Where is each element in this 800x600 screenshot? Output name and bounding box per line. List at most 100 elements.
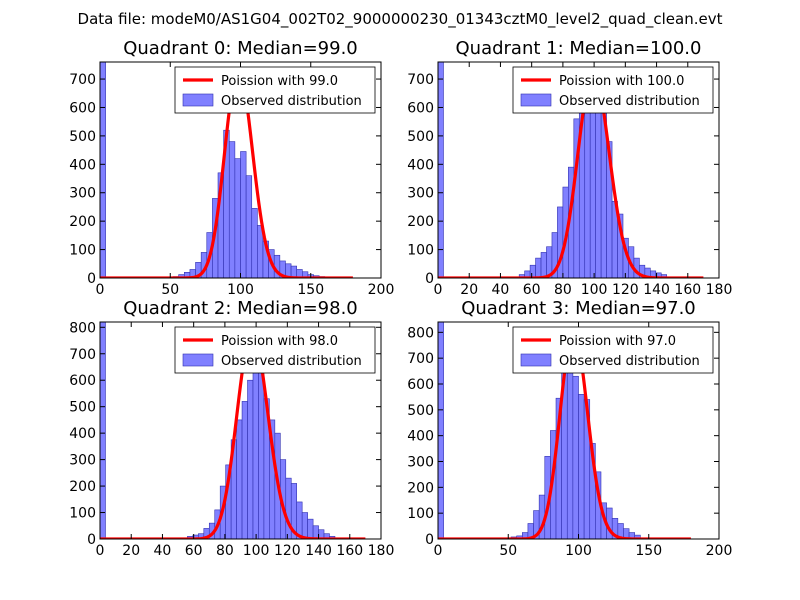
legend-curve-label: Poission with 99.0 bbox=[221, 74, 338, 89]
legend-bar-label: Observed distribution bbox=[221, 94, 362, 109]
histogram-bar bbox=[100, 62, 106, 278]
x-tick-label: 180 bbox=[368, 543, 395, 559]
axes-frame bbox=[437, 61, 720, 279]
y-tick-label: 500 bbox=[69, 400, 96, 416]
x-tick-label: 50 bbox=[161, 282, 179, 298]
y-tick-label: 100 bbox=[69, 506, 96, 522]
y-tick-label: 100 bbox=[407, 506, 434, 522]
legend-bar-swatch bbox=[182, 93, 214, 107]
x-tick-label: 0 bbox=[434, 543, 443, 559]
histogram-bar bbox=[529, 264, 536, 278]
x-tick-label: 150 bbox=[635, 543, 662, 559]
y-tick-label: 200 bbox=[407, 480, 434, 496]
y-tick-label: 700 bbox=[69, 72, 96, 88]
y-tick-label: 600 bbox=[407, 100, 434, 116]
subplot-0: 0 50 100 150 200 0 100 200 300 400 500 600 700 Quadra… bbox=[69, 38, 394, 298]
y-tick-label: 300 bbox=[407, 455, 434, 471]
y-tick-label: 300 bbox=[69, 453, 96, 469]
histogram-bar bbox=[240, 151, 247, 278]
y-tick-label: 700 bbox=[69, 347, 96, 363]
histogram-bar bbox=[535, 257, 542, 278]
histogram-bars bbox=[100, 322, 336, 539]
histogram-bar bbox=[251, 208, 258, 278]
legend: Poission with 97.0 Observed distribution bbox=[512, 326, 714, 374]
histogram-bar bbox=[228, 141, 236, 278]
legend-bar-swatch bbox=[182, 353, 214, 367]
y-tick-label: 0 bbox=[425, 532, 434, 548]
x-tick-label: 150 bbox=[297, 282, 324, 298]
y-tick-label: 600 bbox=[407, 377, 434, 393]
x-tick-label: 200 bbox=[368, 282, 395, 298]
y-tick-label: 200 bbox=[407, 214, 434, 230]
subplot-3: 0 50 100 150 200 0 100 200 300 400 500 600 700 800 Qua… bbox=[407, 298, 732, 559]
histogram-bar bbox=[438, 62, 444, 278]
histogram-bars bbox=[100, 62, 326, 278]
subplot-title: Quadrant 3: Median=97.0 bbox=[461, 298, 696, 319]
y-tick-label: 0 bbox=[87, 532, 96, 548]
histogram-bar bbox=[234, 158, 241, 278]
x-tick-label: 40 bbox=[154, 543, 172, 559]
y-tick-label: 400 bbox=[407, 157, 434, 173]
histogram-bar bbox=[245, 175, 253, 278]
histogram-bar bbox=[438, 322, 444, 539]
subplot-1: 0 20 40 60 80 100 120 140 160 1800100200300400500… bbox=[407, 38, 732, 298]
subplot-title: Quadrant 2: Median=98.0 bbox=[123, 298, 358, 319]
y-tick-label: 800 bbox=[69, 320, 96, 336]
x-tick-label: 160 bbox=[336, 543, 363, 559]
legend: Poission with 99.0 Observed distribution bbox=[174, 66, 376, 114]
legend-curve-label: Poission with 97.0 bbox=[559, 334, 676, 349]
histogram-bar bbox=[285, 477, 292, 539]
x-tick-label: 80 bbox=[554, 282, 572, 298]
histogram-bar bbox=[236, 419, 243, 539]
y-tick-label: 700 bbox=[407, 72, 434, 88]
x-tick-label: 60 bbox=[185, 543, 203, 559]
histogram-bar bbox=[252, 369, 259, 539]
legend: Poission with 98.0 Observed distribution bbox=[174, 326, 376, 374]
histogram-bar bbox=[312, 525, 319, 539]
subplot-title: Quadrant 0: Median=99.0 bbox=[123, 38, 358, 59]
histogram-bar bbox=[241, 401, 248, 539]
x-tick-label: 20 bbox=[460, 282, 478, 298]
histogram-bar bbox=[595, 101, 602, 278]
legend-bar-label: Observed distribution bbox=[559, 354, 700, 369]
y-tick-label: 600 bbox=[69, 373, 96, 389]
x-tick-label: 0 bbox=[434, 282, 443, 298]
poisson-curve bbox=[100, 68, 354, 278]
y-tick-label: 100 bbox=[69, 243, 96, 259]
x-tick-label: 100 bbox=[581, 282, 608, 298]
y-tick-label: 100 bbox=[407, 243, 434, 259]
subplot-grid: 0 50 100 150 2000100200300400500600700Quadra… bbox=[69, 38, 732, 559]
legend-bar-label: Observed distribution bbox=[559, 94, 700, 109]
x-tick-label: 100 bbox=[227, 282, 254, 298]
legend-bar-swatch bbox=[520, 353, 552, 367]
histogram-bar bbox=[572, 375, 579, 539]
x-tick-label: 140 bbox=[643, 282, 670, 298]
x-tick-label: 100 bbox=[243, 543, 270, 559]
legend-bar-swatch bbox=[520, 93, 552, 107]
x-tick-label: 60 bbox=[523, 282, 541, 298]
x-tick-label: 20 bbox=[122, 543, 140, 559]
y-tick-label: 300 bbox=[407, 186, 434, 202]
x-tick-label: 140 bbox=[305, 543, 332, 559]
y-tick-label: 200 bbox=[69, 479, 96, 495]
x-tick-label: 80 bbox=[216, 543, 234, 559]
histogram-bar bbox=[660, 274, 668, 278]
y-tick-label: 500 bbox=[69, 129, 96, 145]
y-tick-label: 400 bbox=[407, 429, 434, 445]
y-tick-label: 700 bbox=[407, 351, 434, 367]
legend-curve-label: Poission with 100.0 bbox=[559, 74, 684, 89]
figure-title: Data file: modeM0/AS1G04_002T02_90000002… bbox=[78, 10, 723, 29]
subplot-title: Quadrant 1: Median=100.0 bbox=[456, 38, 702, 59]
y-tick-label: 0 bbox=[87, 271, 96, 287]
histogram-bar bbox=[247, 379, 254, 539]
x-tick-label: 160 bbox=[674, 282, 701, 298]
x-tick-label: 180 bbox=[706, 282, 733, 298]
y-tick-label: 600 bbox=[69, 100, 96, 116]
y-tick-label: 300 bbox=[69, 186, 96, 202]
x-tick-label: 120 bbox=[612, 282, 639, 298]
subplot-2: 0 20 40 60 80 100 120 140 160 1800100200300400500… bbox=[69, 298, 394, 559]
axes-frame bbox=[99, 321, 382, 540]
histogram-bar bbox=[540, 252, 547, 278]
y-tick-label: 800 bbox=[407, 325, 434, 341]
